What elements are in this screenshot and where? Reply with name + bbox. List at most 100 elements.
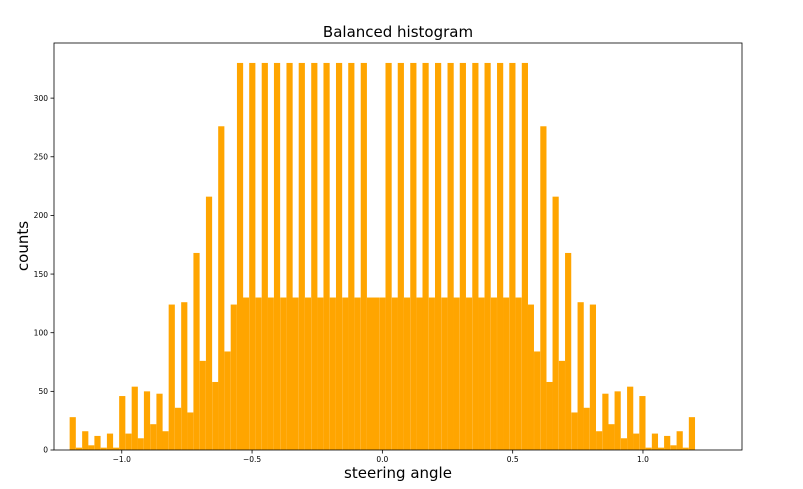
- histogram-bar: [645, 447, 652, 450]
- histogram-bar: [106, 433, 114, 450]
- y-axis-ticks: 0 50 100 150 200 250 300: [34, 94, 54, 455]
- histogram-bar: [608, 424, 615, 450]
- chart-title: Balanced histogram: [323, 23, 473, 41]
- y-tick-label: 50: [38, 387, 48, 396]
- histogram-bar: [589, 304, 596, 450]
- y-tick-label: 150: [34, 270, 49, 279]
- histogram-bar: [534, 351, 541, 450]
- histogram-bar: [100, 447, 107, 450]
- histogram-bar: [94, 435, 101, 450]
- histogram-bar: [292, 297, 299, 450]
- histogram-bar: [664, 435, 671, 450]
- histogram-bar: [422, 62, 429, 450]
- y-tick-label: 300: [34, 94, 49, 103]
- histogram-bar: [428, 297, 435, 450]
- x-axis-ticks: −1.0 −0.5 0.0 0.5 1.0: [113, 450, 649, 464]
- histogram-bar: [627, 386, 634, 450]
- histogram-bar: [633, 433, 640, 450]
- histogram-bar: [187, 412, 194, 450]
- histogram-bar: [267, 297, 274, 450]
- histogram-bar: [416, 297, 423, 450]
- histogram-bar: [354, 297, 361, 450]
- histogram-bar: [565, 252, 572, 450]
- histogram-bar: [348, 62, 355, 450]
- histogram-bar: [360, 62, 367, 450]
- histogram-bar: [304, 297, 312, 450]
- histogram-bar: [212, 381, 219, 450]
- histogram-bar: [162, 431, 169, 450]
- histogram-bar: [317, 297, 324, 450]
- histogram-bar: [372, 297, 380, 450]
- histogram-bar: [224, 351, 231, 450]
- histogram-bar: [397, 62, 404, 450]
- histogram-bar: [88, 445, 95, 450]
- x-tick-label: −1.0: [113, 455, 131, 464]
- histogram-bar: [558, 360, 565, 450]
- y-tick-label: 200: [34, 211, 49, 220]
- histogram-bar: [478, 297, 485, 450]
- histogram-bar: [205, 196, 213, 450]
- histogram-bar: [311, 62, 318, 450]
- histogram-bar: [342, 297, 349, 450]
- histogram-bar: [466, 297, 473, 450]
- histogram-bar: [329, 297, 336, 450]
- histogram-bar: [150, 424, 157, 450]
- histogram-bar: [280, 297, 287, 450]
- histogram-bar: [583, 407, 590, 450]
- histogram-bar: [119, 396, 126, 450]
- histogram-bar: [255, 297, 262, 450]
- histogram-bar: [249, 62, 256, 450]
- y-tick-label: 250: [34, 152, 49, 161]
- histogram-bar: [230, 304, 237, 450]
- x-tick-label: 0.5: [507, 455, 519, 464]
- histogram-bar: [490, 297, 497, 450]
- histogram-bar: [602, 393, 609, 450]
- histogram-bar: [112, 447, 120, 450]
- histogram-bar: [639, 396, 646, 450]
- histogram-bar: [82, 431, 89, 450]
- histogram-bar: [447, 62, 454, 450]
- histogram-bar: [125, 433, 132, 450]
- histogram-bar: [385, 62, 392, 450]
- histogram-bar: [218, 126, 225, 450]
- histogram-bar: [410, 62, 417, 450]
- histogram-bar: [682, 447, 689, 450]
- histogram-bar: [335, 62, 343, 450]
- y-tick-label: 0: [43, 446, 48, 455]
- histogram-bar: [181, 302, 188, 450]
- histogram-bar: [441, 297, 448, 450]
- histogram-bar: [688, 417, 696, 450]
- histogram-bar: [676, 431, 683, 450]
- histogram-bar: [168, 304, 175, 450]
- histogram-bar: [199, 360, 206, 450]
- histogram-bar: [459, 62, 466, 450]
- histogram-bar: [403, 297, 411, 450]
- histogram-bar: [596, 431, 603, 450]
- bars-group: [69, 62, 696, 450]
- histogram-bar: [472, 62, 479, 450]
- histogram-bar: [261, 62, 268, 450]
- x-axis-label: steering angle: [344, 464, 452, 482]
- histogram-bar: [453, 297, 460, 450]
- x-tick-label: 1.0: [637, 455, 649, 464]
- x-tick-label: 0.0: [376, 455, 388, 464]
- histogram-bar: [435, 62, 442, 450]
- histogram-bar: [484, 62, 491, 450]
- histogram-bar: [509, 62, 516, 450]
- histogram-bar: [540, 126, 547, 450]
- histogram-bar: [131, 386, 138, 450]
- histogram-bar: [323, 62, 330, 450]
- histogram-bar: [552, 196, 559, 450]
- histogram-bar: [620, 438, 628, 450]
- y-axis-label: counts: [14, 221, 32, 271]
- histogram-bar: [503, 297, 510, 450]
- histogram-bar: [273, 62, 281, 450]
- histogram-bar: [497, 62, 504, 450]
- histogram-bar: [242, 297, 250, 450]
- histogram-bar: [236, 62, 244, 450]
- histogram-bar: [156, 393, 163, 450]
- histogram-bar: [521, 62, 528, 450]
- histogram-bar: [137, 438, 144, 450]
- histogram-bar: [546, 381, 553, 450]
